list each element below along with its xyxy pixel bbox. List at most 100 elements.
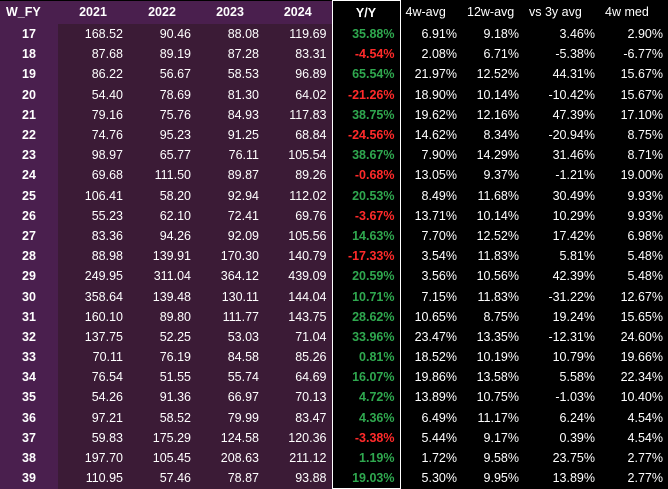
4w-med-cell[interactable]: 2.77% <box>627 471 663 486</box>
week-cell[interactable]: 18 <box>0 44 58 65</box>
4w-med-cell[interactable]: 8.75% <box>627 128 663 143</box>
value-2024-cell[interactable]: 119.69 <box>264 24 332 45</box>
4w-avg-cell[interactable]: 6.91% <box>421 27 457 42</box>
vs-3y-avg-cell[interactable]: 6.24% <box>559 410 595 425</box>
vs-3y-avg-cell[interactable]: 47.39% <box>552 107 595 122</box>
value-2022-cell[interactable]: 311.04 <box>128 266 196 287</box>
value-2022-cell[interactable]: 175.29 <box>128 427 196 448</box>
yy-cell[interactable]: 19.03% <box>331 468 401 489</box>
vs-3y-avg-cell[interactable]: 10.79% <box>552 350 595 365</box>
4w-avg-cell[interactable]: 7.15% <box>421 289 457 304</box>
yy-cell[interactable]: 14.63% <box>331 225 401 247</box>
value-2024-cell[interactable]: 105.54 <box>264 145 332 166</box>
vs-3y-avg-cell[interactable]: -10.42% <box>548 87 595 102</box>
4w-avg-cell[interactable]: 3.54% <box>421 249 457 264</box>
week-cell[interactable]: 27 <box>0 225 58 247</box>
12w-avg-cell[interactable]: 13.35% <box>476 329 519 344</box>
value-2023-cell[interactable]: 84.93 <box>196 104 264 125</box>
12w-avg-cell[interactable]: 12.52% <box>476 67 519 82</box>
value-2022-cell[interactable]: 58.52 <box>128 407 196 428</box>
column-header-4w-avg[interactable]: 4w-avg <box>405 5 446 20</box>
4w-avg-cell[interactable]: 23.47% <box>414 329 457 344</box>
4w-avg-cell[interactable]: 8.49% <box>421 188 457 203</box>
week-cell[interactable]: 23 <box>0 145 58 166</box>
12w-avg-cell[interactable]: 9.95% <box>483 471 519 486</box>
column-header-yy[interactable]: Y/Y <box>331 0 401 24</box>
4w-med-cell[interactable]: -6.77% <box>623 47 663 62</box>
4w-med-cell[interactable]: 4.54% <box>627 430 663 445</box>
value-2022-cell[interactable]: 139.48 <box>128 286 196 307</box>
week-cell[interactable]: 29 <box>0 266 58 287</box>
12w-avg-cell[interactable]: 12.52% <box>476 228 519 243</box>
value-2021-cell[interactable]: 76.54 <box>58 367 128 388</box>
value-2024-cell[interactable]: 70.13 <box>264 387 332 408</box>
value-2023-cell[interactable]: 89.87 <box>196 165 264 186</box>
vs-3y-avg-cell[interactable]: 3.46% <box>559 27 595 42</box>
week-cell[interactable]: 19 <box>0 64 58 85</box>
value-2024-cell[interactable]: 69.76 <box>264 205 332 226</box>
value-2024-cell[interactable]: 64.69 <box>264 367 332 388</box>
4w-med-cell[interactable]: 4.54% <box>627 410 663 425</box>
value-2021-cell[interactable]: 97.21 <box>58 407 128 428</box>
week-cell[interactable]: 33 <box>0 347 58 368</box>
4w-med-cell[interactable]: 8.71% <box>627 148 663 163</box>
12w-avg-cell[interactable]: 6.71% <box>483 47 519 62</box>
value-2023-cell[interactable]: 66.97 <box>196 387 264 408</box>
value-2021-cell[interactable]: 137.75 <box>58 326 128 347</box>
yy-cell[interactable]: 4.72% <box>331 387 401 408</box>
12w-avg-cell[interactable]: 10.75% <box>476 390 519 405</box>
value-2022-cell[interactable]: 76.19 <box>128 347 196 368</box>
value-2023-cell[interactable]: 208.63 <box>196 447 264 469</box>
4w-avg-cell[interactable]: 21.97% <box>414 67 457 82</box>
week-cell[interactable]: 37 <box>0 427 58 448</box>
value-2024-cell[interactable]: 120.36 <box>264 427 332 448</box>
value-2023-cell[interactable]: 79.99 <box>196 407 264 428</box>
value-2022-cell[interactable]: 65.77 <box>128 145 196 166</box>
yy-cell[interactable]: -21.26% <box>331 84 401 105</box>
week-cell[interactable]: 39 <box>0 468 58 489</box>
value-2022-cell[interactable]: 139.91 <box>128 246 196 267</box>
week-cell[interactable]: 20 <box>0 84 58 105</box>
12w-avg-cell[interactable]: 11.17% <box>477 410 519 425</box>
yy-cell[interactable]: 28.62% <box>331 306 401 327</box>
value-2022-cell[interactable]: 62.10 <box>128 205 196 226</box>
value-2022-cell[interactable]: 57.46 <box>128 468 196 489</box>
yy-cell[interactable]: 4.36% <box>331 407 401 428</box>
week-cell[interactable]: 21 <box>0 104 58 125</box>
value-2024-cell[interactable]: 89.26 <box>264 165 332 186</box>
vs-3y-avg-cell[interactable]: -20.94% <box>548 128 595 143</box>
week-cell[interactable]: 22 <box>0 124 58 146</box>
week-cell[interactable]: 24 <box>0 165 58 186</box>
4w-med-cell[interactable]: 2.90% <box>627 27 663 42</box>
value-2021-cell[interactable]: 197.70 <box>58 447 128 469</box>
4w-med-cell[interactable]: 17.10% <box>620 107 663 122</box>
value-2022-cell[interactable]: 91.36 <box>128 387 196 408</box>
vs-3y-avg-cell[interactable]: -5.38% <box>555 47 595 62</box>
value-2023-cell[interactable]: 84.58 <box>196 347 264 368</box>
12w-avg-cell[interactable]: 10.14% <box>476 208 519 223</box>
value-2021-cell[interactable]: 110.95 <box>58 468 128 489</box>
vs-3y-avg-cell[interactable]: -31.22% <box>548 289 595 304</box>
week-cell[interactable]: 28 <box>0 246 58 267</box>
value-2021-cell[interactable]: 79.16 <box>58 104 128 125</box>
yy-cell[interactable]: 20.59% <box>331 266 401 287</box>
4w-med-cell[interactable]: 6.98% <box>627 228 663 243</box>
vs-3y-avg-cell[interactable]: 10.29% <box>552 208 595 223</box>
value-2022-cell[interactable]: 90.46 <box>128 24 196 45</box>
value-2024-cell[interactable]: 117.83 <box>264 104 332 125</box>
12w-avg-cell[interactable]: 8.34% <box>483 128 519 143</box>
value-2022-cell[interactable]: 89.19 <box>128 44 196 65</box>
4w-med-cell[interactable]: 15.67% <box>620 87 663 102</box>
4w-avg-cell[interactable]: 13.89% <box>414 390 457 405</box>
value-2021-cell[interactable]: 69.68 <box>58 165 128 186</box>
vs-3y-avg-cell[interactable]: 31.46% <box>552 148 595 163</box>
value-2021-cell[interactable]: 54.26 <box>58 387 128 408</box>
4w-avg-cell[interactable]: 2.08% <box>421 47 457 62</box>
value-2023-cell[interactable]: 81.30 <box>196 84 264 105</box>
value-2023-cell[interactable]: 130.11 <box>196 286 264 307</box>
4w-med-cell[interactable]: 10.40% <box>620 390 663 405</box>
week-cell[interactable]: 30 <box>0 286 58 307</box>
value-2023-cell[interactable]: 92.94 <box>196 185 264 206</box>
4w-med-cell[interactable]: 9.93% <box>627 208 663 223</box>
4w-avg-cell[interactable]: 18.90% <box>414 87 457 102</box>
